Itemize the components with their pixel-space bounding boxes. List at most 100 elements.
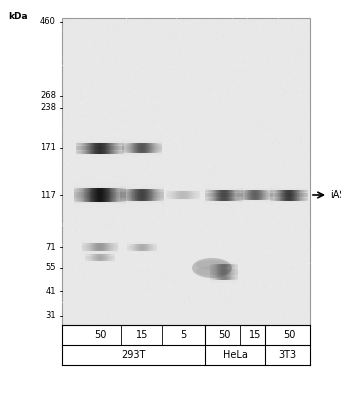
Point <box>307 254 312 260</box>
Point <box>297 265 303 272</box>
Point <box>70 141 76 147</box>
Point <box>137 139 142 146</box>
Point <box>121 124 126 130</box>
Point <box>218 69 224 75</box>
Point <box>293 142 298 149</box>
Point <box>251 182 257 188</box>
Point <box>203 120 209 126</box>
Point <box>69 142 74 149</box>
Bar <box>107 188 108 202</box>
Point <box>72 123 78 130</box>
Point <box>109 280 115 287</box>
Bar <box>76 146 124 148</box>
Point <box>164 212 169 218</box>
Point <box>195 53 201 59</box>
Point <box>261 317 266 324</box>
Point <box>201 311 206 318</box>
Point <box>226 164 232 170</box>
Point <box>248 137 253 144</box>
Point <box>78 99 84 106</box>
Point <box>227 19 233 26</box>
Point <box>110 102 116 108</box>
Point <box>294 302 300 309</box>
Bar <box>169 191 170 199</box>
Point <box>300 283 305 290</box>
Point <box>72 215 77 222</box>
Point <box>129 118 135 124</box>
Point <box>221 214 226 220</box>
Point <box>278 89 283 95</box>
Point <box>276 105 281 112</box>
Point <box>66 146 71 152</box>
Point <box>191 86 196 93</box>
Point <box>218 70 223 76</box>
Point <box>147 115 152 121</box>
Point <box>170 264 175 270</box>
Bar <box>108 142 109 154</box>
Bar <box>84 243 85 251</box>
Point <box>140 224 145 230</box>
Point <box>300 78 305 84</box>
Point <box>254 262 260 268</box>
Point <box>290 27 295 34</box>
Point <box>88 290 94 296</box>
Point <box>217 150 223 156</box>
Point <box>197 101 203 107</box>
Point <box>285 47 290 53</box>
Point <box>96 242 101 249</box>
Bar <box>85 254 115 255</box>
Point <box>77 150 83 157</box>
Point <box>226 120 231 126</box>
Point <box>241 107 247 113</box>
Point <box>213 198 218 205</box>
Point <box>225 298 230 304</box>
Point <box>143 142 149 148</box>
Point <box>125 46 131 53</box>
Point <box>79 91 84 98</box>
Point <box>146 192 152 198</box>
Point <box>124 15 129 22</box>
Point <box>234 159 239 165</box>
Point <box>189 131 194 137</box>
Point <box>201 107 206 113</box>
Point <box>165 168 171 175</box>
Point <box>91 54 97 60</box>
Bar <box>82 253 118 254</box>
Point <box>239 200 244 206</box>
Bar <box>271 190 272 200</box>
Point <box>271 30 277 37</box>
Point <box>194 96 200 103</box>
Point <box>142 30 147 37</box>
Point <box>296 192 301 199</box>
Point <box>129 214 134 220</box>
Point <box>108 38 113 45</box>
Point <box>120 267 126 273</box>
Point <box>121 172 126 178</box>
Point <box>151 222 156 228</box>
Point <box>173 116 179 122</box>
Point <box>118 72 123 78</box>
Point <box>138 51 143 57</box>
Point <box>122 318 128 324</box>
Point <box>110 125 116 131</box>
Point <box>163 207 168 213</box>
Point <box>280 235 285 241</box>
Point <box>62 173 68 179</box>
Point <box>176 227 181 233</box>
Bar <box>148 244 149 250</box>
Point <box>62 61 68 67</box>
Point <box>302 311 308 317</box>
Point <box>164 207 169 213</box>
Bar <box>150 189 151 201</box>
Point <box>194 262 199 268</box>
Point <box>276 180 281 186</box>
Bar <box>285 190 286 200</box>
Point <box>133 22 138 29</box>
Point <box>292 165 297 172</box>
Point <box>189 139 195 145</box>
Point <box>256 250 261 256</box>
Point <box>208 87 214 93</box>
Bar <box>142 244 143 250</box>
Bar <box>236 264 237 280</box>
Point <box>152 231 158 238</box>
